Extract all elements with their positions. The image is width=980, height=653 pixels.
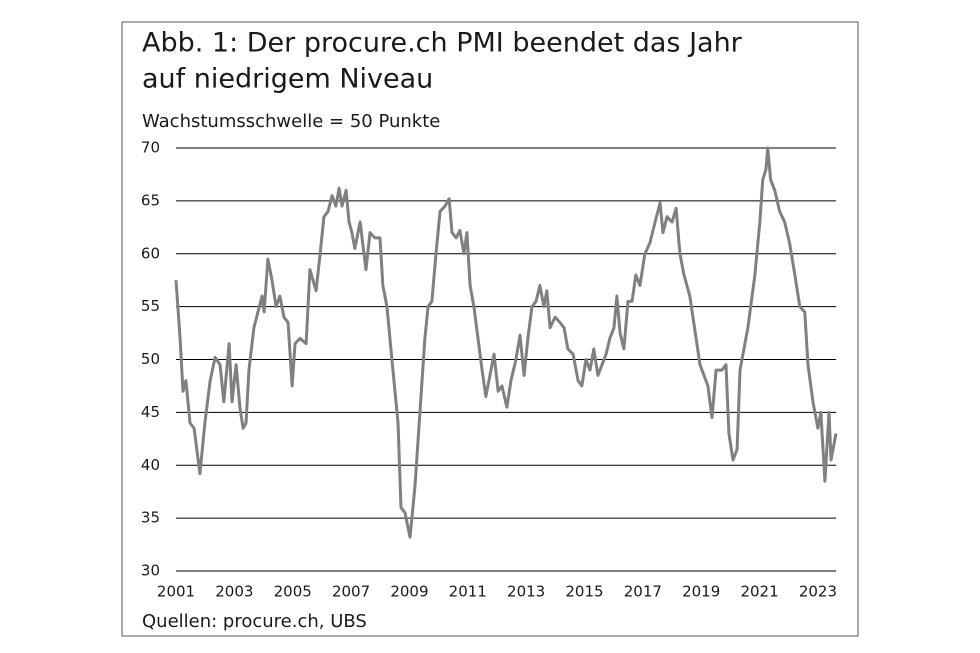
x-tick-label: 2009 [390, 583, 428, 601]
x-tick-label: 2019 [682, 583, 720, 601]
pmi-line [174, 146, 838, 539]
x-tick-label: 2021 [740, 583, 778, 601]
y-tick-label: 65 [141, 191, 160, 209]
y-tick-label: 40 [141, 456, 160, 474]
x-tick-label: 2023 [799, 583, 837, 601]
x-tick-label: 2007 [332, 583, 370, 601]
source: Quellen: procure.ch, UBS [142, 611, 367, 632]
y-tick-label: 30 [141, 562, 160, 580]
y-tick-label: 70 [141, 139, 160, 157]
x-tick-label: 2003 [215, 583, 253, 601]
x-tick-label: 2015 [565, 583, 603, 601]
x-tick-label: 2013 [507, 583, 545, 601]
y-tick-label: 55 [141, 297, 160, 315]
y-tick-label: 45 [141, 403, 160, 421]
chart-subtitle: Wachstumsschwelle = 50 Punkte [142, 111, 440, 132]
x-tick-label: 2001 [157, 583, 195, 601]
y-tick-label: 35 [141, 509, 160, 527]
x-tick-label: 2017 [624, 583, 662, 601]
y-tick-label: 60 [141, 244, 160, 262]
frame [121, 21, 859, 637]
x-tick-label: 2005 [274, 583, 312, 601]
y-tick-label: 50 [141, 350, 160, 368]
chart-title: auf niedrigem Niveau [142, 64, 433, 95]
chart-title: Abb. 1: Der procure.ch PMI beendet das J… [142, 28, 743, 59]
x-tick-label: 2011 [449, 583, 487, 601]
